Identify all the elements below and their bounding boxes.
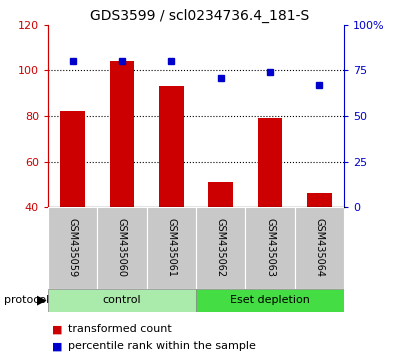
Text: GDS3599 / scl0234736.4_181-S: GDS3599 / scl0234736.4_181-S (90, 9, 310, 23)
Text: Eset depletion: Eset depletion (230, 295, 310, 305)
Text: control: control (103, 295, 141, 305)
Text: ▶: ▶ (37, 293, 47, 307)
Bar (159, 86, 184, 207)
Text: transformed count: transformed count (68, 324, 172, 334)
Text: GSM435059: GSM435059 (68, 218, 78, 278)
Text: protocol: protocol (4, 295, 49, 305)
Text: percentile rank within the sample: percentile rank within the sample (68, 341, 256, 351)
Bar (48, 289, 196, 312)
Bar (245, 207, 295, 289)
Text: GSM435064: GSM435064 (314, 218, 324, 277)
Bar (258, 118, 282, 207)
Bar (110, 61, 134, 207)
Bar (196, 207, 245, 289)
Bar (196, 289, 344, 312)
Text: GSM435063: GSM435063 (265, 218, 275, 277)
Bar (147, 207, 196, 289)
Bar (295, 207, 344, 289)
Text: GSM435061: GSM435061 (166, 218, 176, 277)
Bar (208, 182, 233, 207)
Bar (97, 207, 147, 289)
Bar (60, 112, 85, 207)
Bar (48, 207, 97, 289)
Text: GSM435060: GSM435060 (117, 218, 127, 277)
Bar (307, 193, 332, 207)
Text: ■: ■ (52, 324, 62, 334)
Text: GSM435062: GSM435062 (216, 218, 226, 278)
Text: ■: ■ (52, 341, 62, 351)
